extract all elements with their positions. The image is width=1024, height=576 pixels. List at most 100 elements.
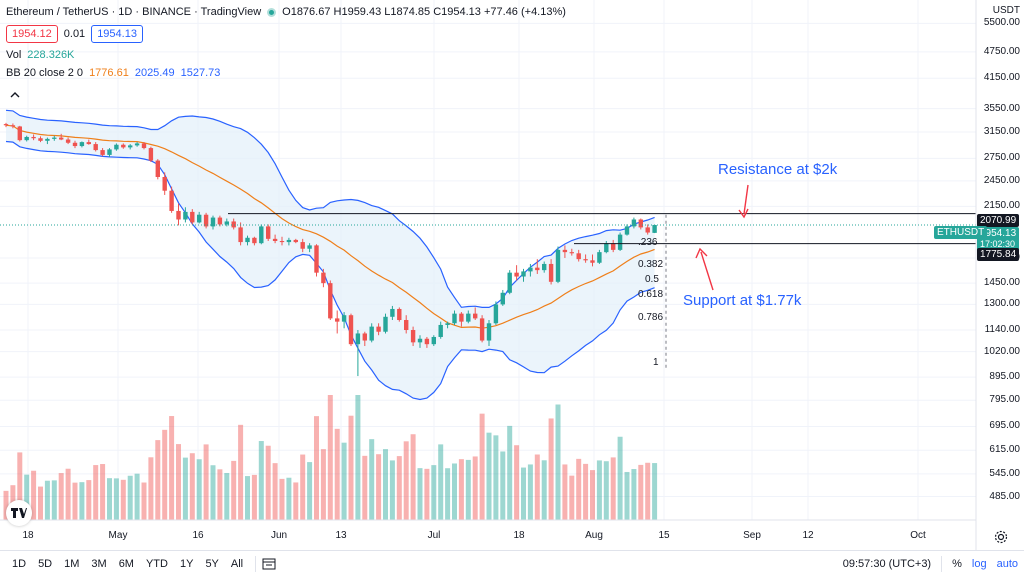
- candle: [59, 133, 64, 141]
- fib-level-label: .236: [638, 236, 658, 248]
- range-button-6m[interactable]: 6M: [118, 557, 134, 570]
- candle: [438, 321, 443, 339]
- currency-label[interactable]: USDT: [992, 5, 1020, 16]
- volume-bar: [479, 413, 485, 520]
- volume-bar: [300, 454, 306, 520]
- candle: [631, 217, 637, 229]
- candle: [486, 320, 492, 347]
- range-button-1y[interactable]: 1Y: [179, 557, 194, 570]
- candle: [355, 330, 361, 377]
- candle-body: [445, 323, 450, 325]
- candle-body: [176, 210, 181, 220]
- volume-bar: [445, 468, 451, 520]
- candle-body: [328, 283, 333, 319]
- candle: [155, 159, 160, 180]
- candle-body: [65, 139, 71, 143]
- candle: [514, 265, 519, 281]
- volume-bar: [265, 445, 271, 520]
- volume-bar: [396, 456, 402, 520]
- buy-button[interactable]: 1954.13: [91, 25, 143, 43]
- time-tick-label: 16: [192, 530, 204, 541]
- candle-body: [341, 315, 347, 322]
- volume-bar: [562, 464, 568, 520]
- time-tick-label: Aug: [585, 530, 603, 541]
- sell-button[interactable]: 1954.12: [6, 25, 58, 43]
- candle-body: [231, 221, 236, 228]
- clock-time[interactable]: 09:57:30 (UTC+3): [842, 558, 932, 570]
- tradingview-logo[interactable]: [6, 500, 32, 526]
- symbol-title[interactable]: Ethereum / TetherUS · 1D · BINANCE · Tra…: [6, 6, 262, 18]
- range-button-5y[interactable]: 5Y: [205, 557, 219, 570]
- volume-legend[interactable]: Vol 228.326K: [6, 49, 74, 61]
- candle-body: [514, 272, 519, 277]
- volume-bar: [100, 464, 106, 520]
- candle-body: [604, 243, 609, 253]
- candle-body: [500, 292, 505, 305]
- range-button-all[interactable]: All: [230, 557, 244, 570]
- volume-bar: [210, 465, 216, 520]
- candle: [445, 321, 450, 329]
- candle: [293, 238, 298, 244]
- volume-bar: [217, 469, 223, 520]
- candle-body: [424, 338, 430, 345]
- candle: [590, 254, 595, 267]
- volume-bar: [79, 482, 85, 520]
- price-tick-label: 485.00: [989, 490, 1020, 502]
- volume-bar: [493, 435, 499, 520]
- log-scale-button[interactable]: log: [971, 558, 987, 570]
- percent-scale-button[interactable]: %: [952, 558, 962, 570]
- volume-bar: [162, 429, 168, 520]
- volume-bar: [286, 477, 292, 520]
- candle: [548, 259, 554, 285]
- candle: [72, 140, 78, 149]
- candle-body: [203, 214, 209, 227]
- price-tick-label: 1020.00: [983, 345, 1020, 357]
- price-chart[interactable]: [0, 0, 1024, 550]
- volume-bar: [58, 473, 64, 520]
- volume-bar: [120, 479, 126, 520]
- bollinger-basis-value: 1776.61: [89, 67, 129, 79]
- price-tick-label: 545.00: [989, 467, 1020, 479]
- candle-body: [45, 138, 50, 141]
- candle-body: [286, 239, 292, 243]
- candle: [404, 315, 409, 334]
- range-button-1d[interactable]: 1D: [12, 557, 27, 570]
- range-button-5d[interactable]: 5D: [38, 557, 53, 570]
- collapse-legend-icon[interactable]: [10, 86, 20, 98]
- candle-body: [355, 333, 361, 345]
- toolbar-divider: [255, 555, 257, 572]
- range-button-1m[interactable]: 1M: [64, 557, 80, 570]
- candle-body: [417, 338, 423, 343]
- candle-body: [390, 308, 395, 317]
- candle-body: [397, 308, 402, 321]
- candle-body: [486, 323, 492, 341]
- candle-body: [272, 238, 278, 242]
- volume-value: 228.326K: [27, 49, 75, 61]
- volume-bar: [576, 458, 582, 520]
- volume-bar: [51, 480, 57, 520]
- range-button-3m[interactable]: 3M: [91, 557, 107, 570]
- volume-bar: [638, 464, 644, 520]
- volume-bar: [341, 442, 347, 520]
- candle-body: [31, 136, 36, 139]
- candle: [617, 232, 623, 251]
- auto-scale-button[interactable]: auto: [996, 558, 1018, 570]
- range-button-ytd[interactable]: YTD: [145, 557, 168, 570]
- volume-bar: [86, 480, 92, 520]
- volume-bar: [617, 436, 623, 520]
- volume-bar: [548, 418, 554, 520]
- support-arrow-head: [695, 247, 708, 259]
- candle: [162, 172, 167, 195]
- volume-bar: [624, 471, 630, 520]
- candle-body: [473, 313, 478, 319]
- volume-bar: [596, 460, 602, 520]
- volume-bar: [203, 444, 209, 520]
- candle: [300, 238, 305, 253]
- volume-bar: [438, 444, 444, 520]
- date-range-icon[interactable]: [262, 558, 276, 570]
- chart-settings-gear-icon[interactable]: [994, 530, 1008, 544]
- bollinger-legend[interactable]: BB 20 close 2 0 1776.61 2025.49 1527.73: [6, 67, 220, 79]
- candle: [535, 259, 540, 274]
- candle: [17, 125, 22, 142]
- candle: [542, 261, 547, 273]
